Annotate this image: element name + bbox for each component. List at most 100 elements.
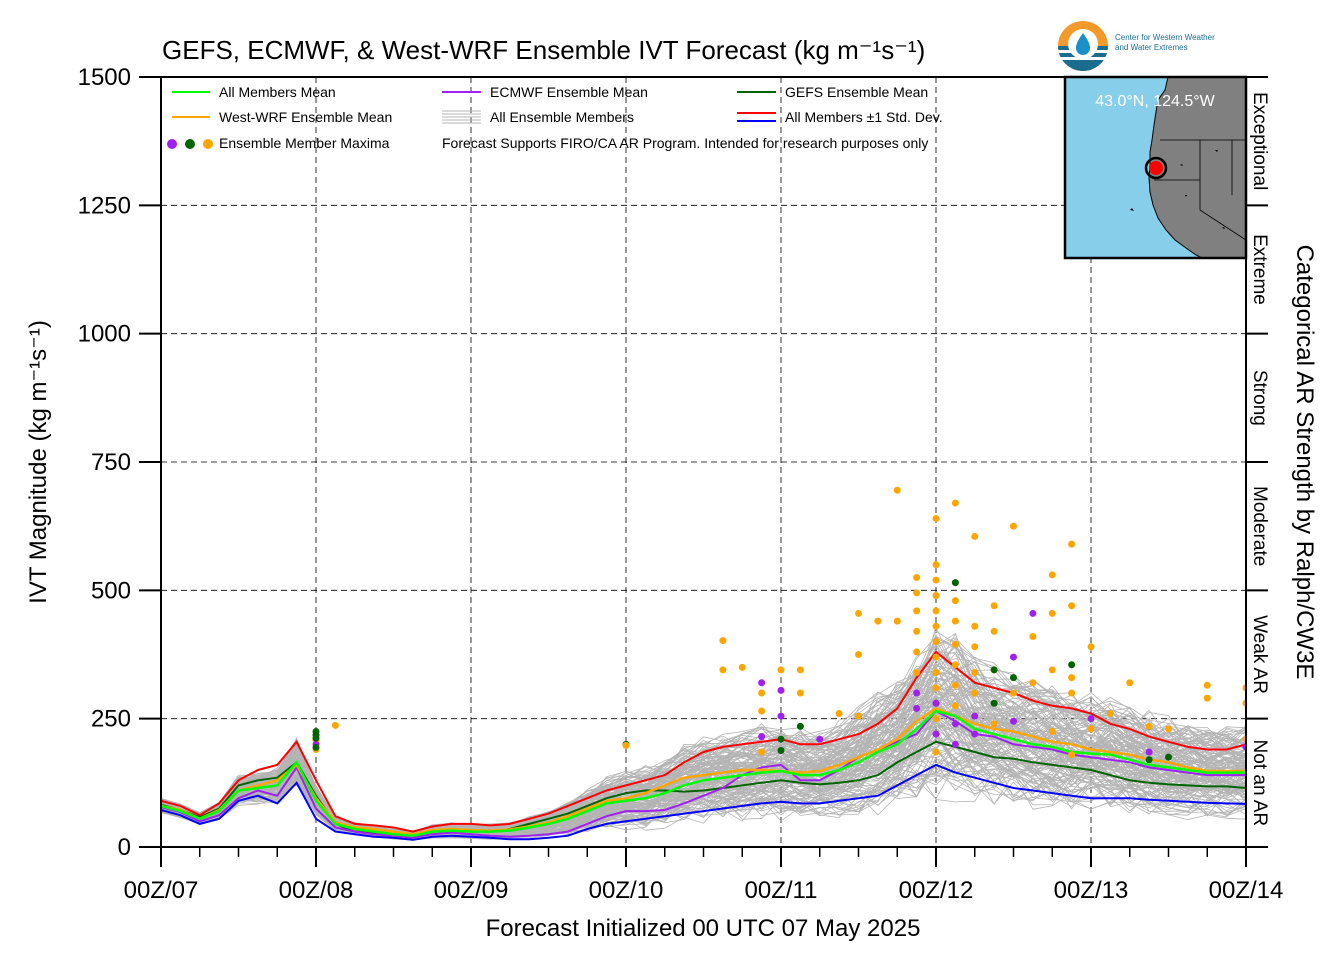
ensemble-maximum-point	[796, 689, 804, 697]
ensemble-member-line	[161, 741, 1246, 839]
ensemble-maximum-point	[932, 668, 940, 676]
ensemble-maximum-point	[1165, 753, 1172, 761]
ensemble-maximum-point	[971, 730, 979, 738]
ensemble-maximum-point	[932, 638, 940, 646]
location-marker-ring	[1144, 156, 1168, 180]
ensemble-maximum-point	[738, 663, 746, 671]
westwrf-mean-line	[161, 706, 1246, 836]
y-tick-label: 250	[91, 706, 131, 733]
ensemble-maximum-point	[913, 589, 921, 597]
ensemble-maximum-point	[971, 532, 979, 540]
ensemble-member-line	[161, 759, 1246, 841]
ensemble-maximum-point	[1010, 717, 1017, 725]
x-tick-label: 00Z/10	[589, 877, 664, 904]
ensemble-maximum-point	[796, 722, 804, 730]
ensemble-maximum-point	[951, 499, 959, 507]
ensemble-maximum-point	[719, 637, 727, 645]
ensemble-maximum-point	[990, 720, 998, 728]
x-tick-label: 00Z/13	[1054, 877, 1129, 904]
y-tick-label: 1250	[78, 192, 131, 219]
location-marker	[1149, 161, 1163, 175]
ensemble-maximum-point	[331, 721, 339, 729]
ensemble-maximum-point	[855, 712, 862, 720]
ensemble-maximum-point	[796, 666, 804, 674]
legend-label-std-dev: All Members ±1 Std. Dev.	[785, 109, 943, 125]
x-tick-label: 00Z/09	[434, 877, 509, 904]
ensemble-maximum-point	[777, 686, 785, 694]
ensemble-maximum-point	[777, 746, 785, 754]
ar-category-label: Not an AR	[1249, 740, 1270, 827]
ensemble-maximum-point	[855, 651, 862, 658]
legend-dot-gefs	[185, 139, 195, 149]
legend-label-all-members-mean: All Members Mean	[219, 84, 336, 100]
ar-category-axis: Not an AR Weak AR Moderate Strong Extreme Exc…	[1246, 76, 1270, 848]
ensemble-maxima-points	[312, 486, 1246, 764]
ensemble-maximum-point	[777, 666, 785, 674]
ensemble-maximum-point	[758, 748, 766, 756]
ensemble-maximum-point	[1010, 689, 1017, 697]
ensemble-maximum-point	[777, 735, 785, 743]
ensemble-maximum-point	[951, 640, 959, 648]
ensemble-maximum-point	[312, 743, 320, 751]
legend-dot-ecmwf	[167, 139, 177, 149]
mean-lines	[161, 650, 1246, 841]
x-tick-label: 00Z/07	[124, 877, 199, 904]
ensemble-maximum-point	[990, 627, 998, 635]
ensemble-maximum-point	[913, 607, 921, 615]
ensemble-member-line	[161, 662, 1246, 834]
x-tick-label: 00Z/11	[745, 877, 818, 904]
ensemble-maximum-point	[932, 607, 940, 615]
ensemble-maximum-point	[1010, 522, 1017, 530]
y-tick-label: 0	[118, 834, 131, 861]
ar-category-label: Exceptional	[1249, 92, 1270, 190]
ensemble-maximum-point	[1106, 710, 1114, 718]
ensemble-maximum-point	[777, 712, 785, 720]
ensemble-maximum-point	[932, 653, 940, 661]
ensemble-maximum-point	[932, 591, 940, 599]
ensemble-maximum-point	[990, 699, 998, 707]
ensemble-maximum-point	[1029, 679, 1037, 687]
y-axis: 0 250 500 750 1000 1250 1500	[78, 64, 161, 861]
ensemble-member-line	[161, 632, 1246, 834]
ensemble-maximum-point	[1048, 571, 1056, 579]
ensemble-maximum-point	[893, 486, 901, 494]
ar-category-label: Weak AR	[1249, 615, 1270, 694]
ar-category-label: Moderate	[1249, 486, 1270, 566]
x-tick-label: 00Z/08	[279, 877, 354, 904]
ensemble-maximum-point	[951, 720, 959, 728]
all-members-mean-line	[161, 709, 1246, 837]
right-axis-label: Categorical AR Strength by Ralph/CW3E	[1291, 245, 1318, 680]
x-axis: 00Z/07 00Z/08 00Z/09 00Z/10 00Z/11 00Z/12 00Z/…	[124, 847, 1283, 904]
ensemble-member-line	[161, 672, 1246, 834]
legend-label-ecmwf-mean: ECMWF Ensemble Mean	[490, 84, 648, 100]
ensemble-maximum-point	[990, 602, 998, 610]
legend-label-westwrf-mean: West-WRF Ensemble Mean	[219, 109, 392, 125]
std-dev-upper-line	[161, 650, 1246, 833]
ensemble-maximum-point	[932, 715, 940, 723]
ensemble-maximum-point	[951, 617, 959, 625]
grid-lines	[161, 77, 1246, 847]
ensemble-maximum-point	[1145, 722, 1153, 730]
ensemble-maximum-point	[835, 710, 843, 718]
ensemble-maximum-point	[855, 609, 862, 617]
ensemble-maximum-point	[1048, 728, 1056, 735]
ensemble-maximum-point	[951, 597, 959, 605]
ensemble-maximum-point	[1203, 681, 1211, 689]
ensemble-maximum-point	[1145, 748, 1153, 756]
x-axis-label: Forecast Initialized 00 UTC 07 May 2025	[486, 915, 921, 942]
ensemble-maximum-point	[913, 704, 921, 712]
ensemble-maximum-point	[758, 689, 766, 697]
ensemble-maximum-point	[971, 643, 979, 651]
ar-category-label: Strong	[1249, 370, 1270, 426]
inset-map: 43.0°N, 124.5°W	[1063, 75, 1248, 260]
ensemble-maximum-point	[622, 741, 630, 749]
ensemble-maximum-point	[1048, 609, 1056, 617]
ensemble-maximum-point	[932, 748, 940, 756]
ensemble-maximum-point	[932, 699, 940, 707]
ensemble-maximum-point	[1145, 756, 1153, 764]
legend-swatch-all-ensemble-members	[442, 110, 481, 124]
ensemble-maximum-point	[951, 740, 959, 748]
std-dev-lower-line	[161, 763, 1246, 841]
y-tick-label: 750	[91, 449, 131, 476]
